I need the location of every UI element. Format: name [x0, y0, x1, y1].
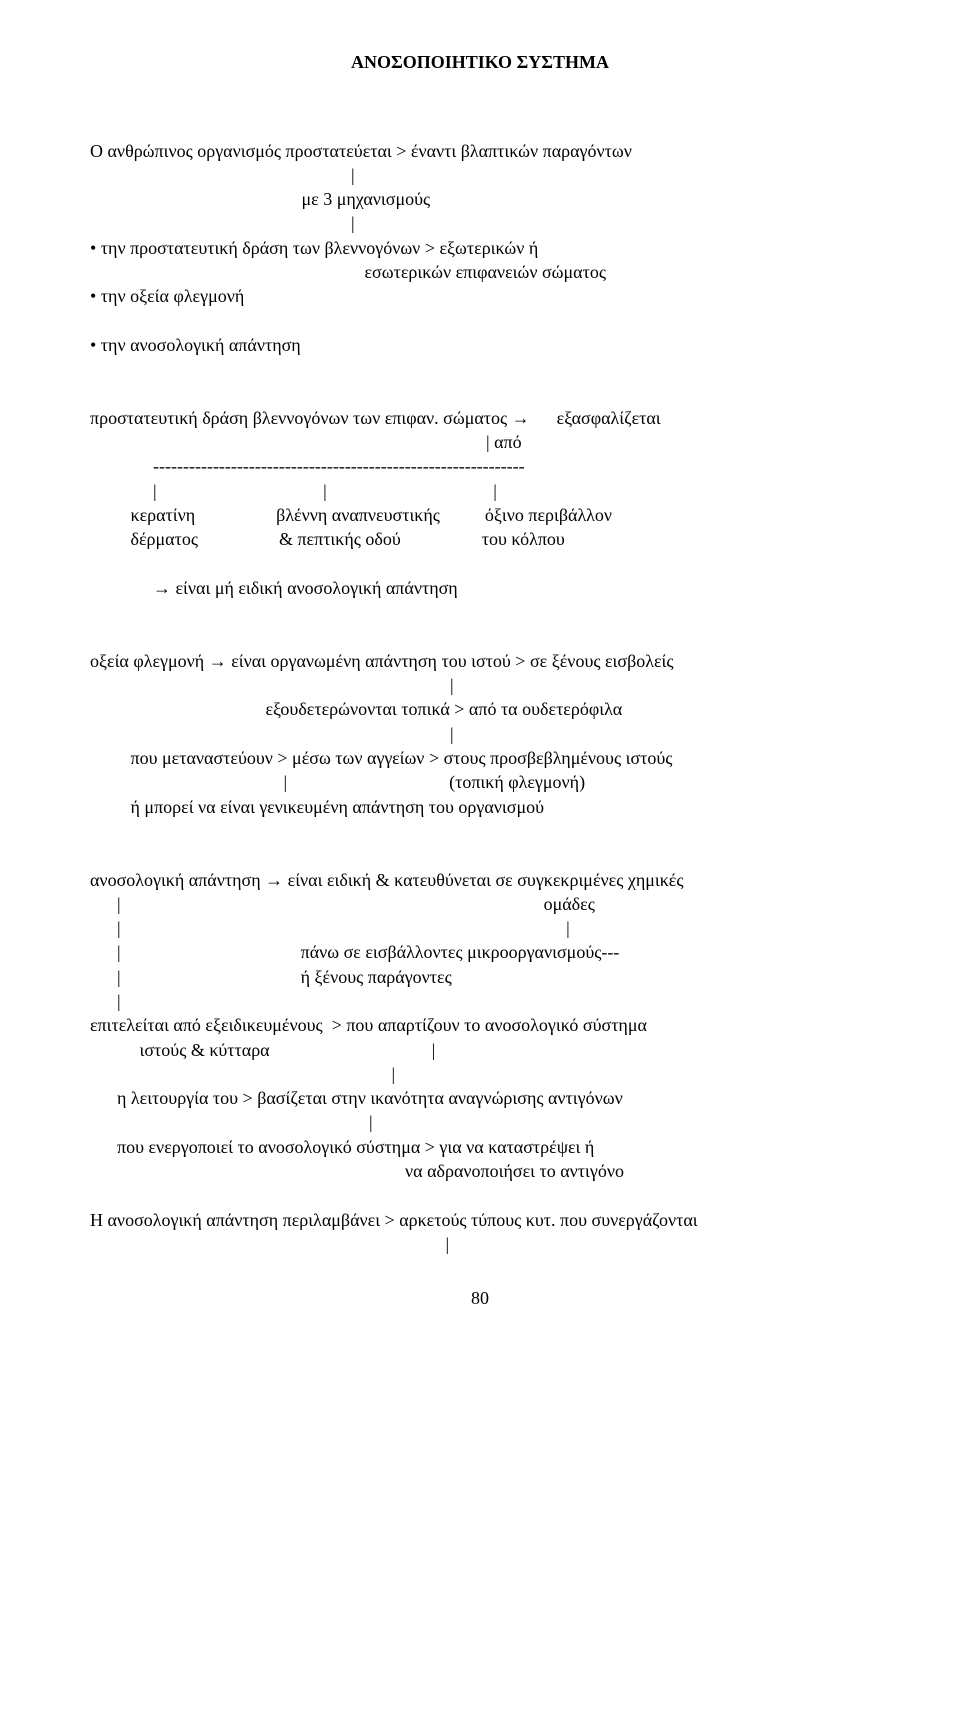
text-line: κερατίνη βλέννη αναπνευστικής όξινο περι…	[90, 505, 612, 525]
text-line: ή μπορεί να είναι γενικευμένη απάντηση τ…	[90, 797, 544, 817]
text-line: | ή ξένους παράγοντες	[90, 967, 452, 987]
text-line: |	[90, 1234, 449, 1254]
document-title: ΑΝΟΣΟΠΟΙΗΤΙΚΟ ΣΥΣΤΗΜΑ	[90, 50, 870, 74]
text-line: με 3 μηχανισμούς	[90, 189, 430, 209]
text-line: |	[90, 991, 121, 1011]
text-line: να αδρανοποιήσει το αντιγόνο	[90, 1161, 624, 1181]
text-line: δέρματος & πεπτικής οδού του κόλπου	[90, 529, 565, 549]
text-line: → είναι μή ειδική ανοσολογική απάντηση	[90, 578, 458, 598]
text-line: |	[90, 675, 454, 695]
text-line: |	[90, 724, 454, 744]
text-line: η λειτουργία του > βασίζεται στην ικανότ…	[90, 1088, 623, 1108]
page-number: 80	[90, 1286, 870, 1310]
text-line: ιστούς & κύτταρα |	[90, 1040, 435, 1060]
text-line: προστατευτική δράση βλεννογόνων των επιφ…	[90, 408, 661, 428]
text-line: | ομάδες	[90, 894, 595, 914]
text-line: Η ανοσολογική απάντηση περιλαμβάνει > αρ…	[90, 1210, 698, 1230]
text-line: | |	[90, 918, 570, 938]
text-line: | από	[90, 432, 522, 452]
text-line: | (τοπική φλεγμονή)	[90, 772, 585, 792]
text-line: εσωτερικών επιφανειών σώματος	[90, 262, 606, 282]
text-line: • την ανοσολογική απάντηση	[90, 335, 301, 355]
text-line: | πάνω σε εισβάλλοντες μικροοργανισμούς-…	[90, 942, 619, 962]
text-line: ανοσολογική απάντηση → είναι ειδική & κα…	[90, 870, 683, 890]
text-line: οξεία φλεγμονή → είναι οργανωμένη απάντη…	[90, 651, 674, 671]
text-line: που μεταναστεύουν > μέσω των αγγείων > σ…	[90, 748, 672, 768]
text-line: Ο ανθρώπινος οργανισμός προστατεύεται > …	[90, 141, 632, 161]
text-line: που ενεργοποιεί το ανοσολογικό σύστημα >…	[90, 1137, 594, 1157]
text-line: |	[90, 1064, 395, 1084]
text-line: επιτελείται από εξειδικευμένους > που απ…	[90, 1015, 647, 1035]
text-line: |	[90, 165, 355, 185]
text-line: • την προστατευτική δράση των βλεννογόνω…	[90, 238, 538, 258]
text-line: | | |	[90, 481, 497, 501]
text-line: |	[90, 1112, 373, 1132]
text-line: εξουδετερώνονται τοπικά > από τα ουδετερ…	[90, 699, 622, 719]
text-line: |	[90, 213, 355, 233]
text-line: ----------------------------------------…	[90, 456, 525, 476]
text-line: • την οξεία φλεγμονή	[90, 286, 244, 306]
document-body: Ο ανθρώπινος οργανισμός προστατεύεται > …	[90, 114, 870, 1256]
